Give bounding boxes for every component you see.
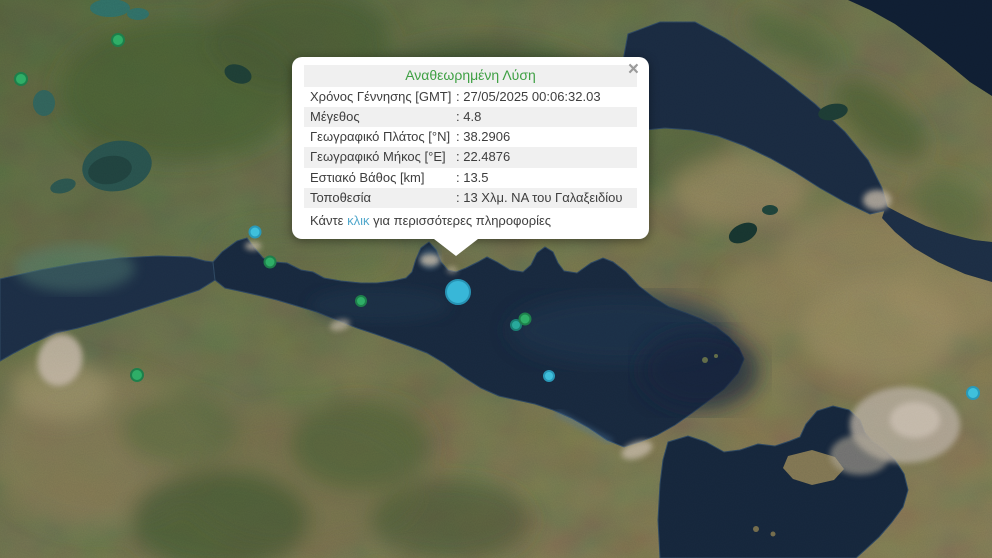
footer-suffix: για περισσότερες πληροφορίες bbox=[369, 213, 552, 228]
earthquake-info-popup: × Αναθεωρημένη Λύση Χρόνος Γέννησης [GMT… bbox=[292, 57, 649, 257]
more-info-link[interactable]: κλικ bbox=[347, 213, 370, 228]
popup-row-label: Μέγεθος bbox=[310, 108, 360, 124]
popup-row: Μέγεθος : 4.8 bbox=[304, 106, 637, 127]
popup-row-value: : 38.2906 bbox=[456, 129, 511, 144]
popup-row-value: : 4.8 bbox=[456, 108, 482, 124]
earthquake-marker[interactable] bbox=[111, 33, 125, 47]
earthquake-marker[interactable] bbox=[14, 72, 28, 86]
popup-row-label: Τοποθεσία bbox=[310, 189, 372, 205]
earthquake-marker[interactable] bbox=[543, 370, 555, 382]
earthquake-marker[interactable] bbox=[130, 368, 144, 382]
earthquake-marker[interactable] bbox=[355, 295, 367, 307]
popup-row-label: Γεωγραφικό Πλάτος [°N] bbox=[310, 129, 451, 144]
earthquake-marker[interactable] bbox=[518, 312, 532, 326]
popup-row-value: : 27/05/2025 00:06:32.03 bbox=[456, 88, 601, 104]
popup-title: Αναθεωρημένη Λύση bbox=[304, 65, 637, 87]
main-earthquake-marker[interactable] bbox=[445, 279, 471, 305]
earthquake-marker[interactable] bbox=[966, 386, 980, 400]
popup-tail bbox=[434, 239, 478, 257]
popup-row-label: Γεωγραφικό Μήκος [°E] bbox=[310, 149, 446, 165]
close-icon[interactable]: × bbox=[627, 59, 639, 80]
popup-footer: Κάντε κλικ για περισσότερες πληροφορίες bbox=[304, 208, 637, 231]
popup-row-value: : 22.4876 bbox=[456, 149, 511, 165]
popup-row-value: : 13 Χλμ. ΝΑ του Γαλαξειδίου bbox=[456, 189, 623, 205]
popup-row-label: Χρόνος Γέννησης [GMT] bbox=[310, 88, 452, 104]
popup-row: Εστιακό Βάθος [km] : 13.5 bbox=[304, 168, 637, 188]
footer-prefix: Κάντε bbox=[310, 213, 348, 228]
popup-row: Χρόνος Γέννησης [GMT] : 27/05/2025 00:06… bbox=[304, 87, 637, 107]
popup-row-value: : 13.5 bbox=[456, 169, 489, 185]
popup-row: Γεωγραφικό Πλάτος [°N] : 38.2906 bbox=[304, 127, 637, 147]
popup-row-label: Εστιακό Βάθος [km] bbox=[310, 169, 425, 185]
popup-row: Γεωγραφικό Μήκος [°E] : 22.4876 bbox=[304, 147, 637, 168]
popup-row: Τοποθεσία : 13 Χλμ. ΝΑ του Γαλαξειδίου bbox=[304, 187, 637, 208]
earthquake-marker[interactable] bbox=[248, 225, 262, 239]
popup-rows: Χρόνος Γέννησης [GMT] : 27/05/2025 00:06… bbox=[304, 87, 637, 208]
earthquake-marker[interactable] bbox=[263, 255, 277, 269]
